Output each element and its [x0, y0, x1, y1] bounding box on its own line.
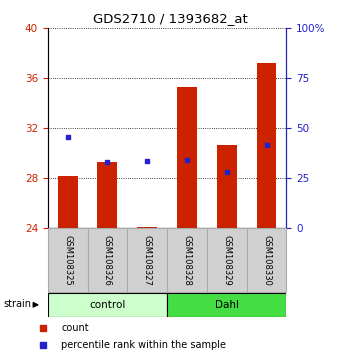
- Text: GSM108329: GSM108329: [222, 235, 231, 286]
- Text: Dahl: Dahl: [215, 300, 239, 310]
- Bar: [217, 144, 237, 228]
- Text: GSM108330: GSM108330: [262, 235, 271, 286]
- Bar: [207, 228, 247, 292]
- Bar: [48, 228, 88, 292]
- Bar: [48, 293, 167, 317]
- Text: GSM108328: GSM108328: [182, 235, 192, 286]
- Bar: [167, 228, 207, 292]
- Bar: [127, 228, 167, 292]
- Bar: [256, 63, 277, 228]
- Text: strain: strain: [4, 298, 32, 309]
- Bar: [137, 227, 157, 228]
- Text: GSM108326: GSM108326: [103, 235, 112, 286]
- Bar: [58, 176, 77, 228]
- Text: count: count: [61, 323, 89, 333]
- Bar: [247, 228, 286, 292]
- Text: GSM108325: GSM108325: [63, 235, 72, 286]
- Bar: [167, 293, 286, 317]
- Text: GDS2710 / 1393682_at: GDS2710 / 1393682_at: [93, 12, 248, 25]
- Text: control: control: [89, 300, 125, 310]
- Text: percentile rank within the sample: percentile rank within the sample: [61, 341, 226, 350]
- Bar: [98, 162, 117, 228]
- Text: GSM108327: GSM108327: [143, 235, 152, 286]
- Bar: [177, 87, 197, 228]
- Bar: [88, 228, 127, 292]
